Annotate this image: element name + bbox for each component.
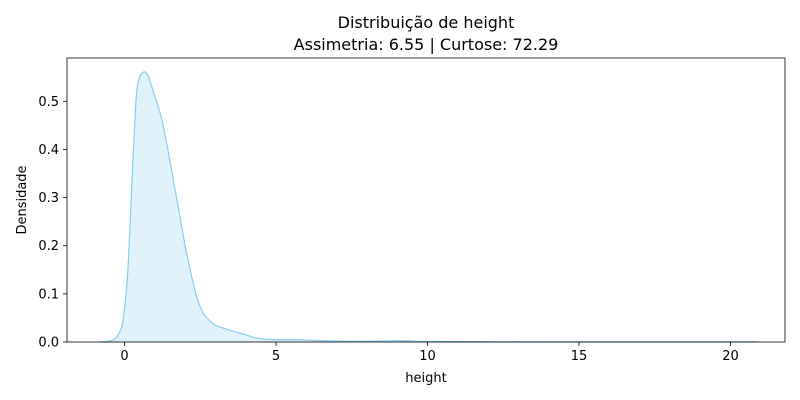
chart-subtitle: Assimetria: 6.55 | Curtose: 72.29 [294,35,559,54]
y-tick-label: 0.3 [38,191,59,206]
chart-title: Distribuição de height [338,13,515,32]
x-tick-label: 10 [419,349,436,364]
y-axis-label: Densidade [15,165,30,234]
y-tick-label: 0.4 [38,143,59,158]
density-curve [100,71,758,343]
x-tick-label: 20 [722,349,739,364]
y-axis-ticks: 0.0 0.1 0.2 0.3 0.4 0.5 [38,95,67,351]
y-tick-label: 0.2 [38,239,59,254]
x-tick-label: 15 [571,349,588,364]
y-tick-label: 0.1 [38,287,59,302]
y-tick-label: 0.5 [38,95,59,110]
x-axis-ticks: 0 5 10 15 20 [120,342,739,364]
y-tick-label: 0.0 [38,336,59,351]
density-fill-area [100,71,758,342]
x-tick-label: 5 [272,349,280,364]
axes-frame [66,57,786,343]
x-axis-label: height [405,371,446,386]
x-tick-label: 0 [120,349,128,364]
plot-area [66,57,786,343]
